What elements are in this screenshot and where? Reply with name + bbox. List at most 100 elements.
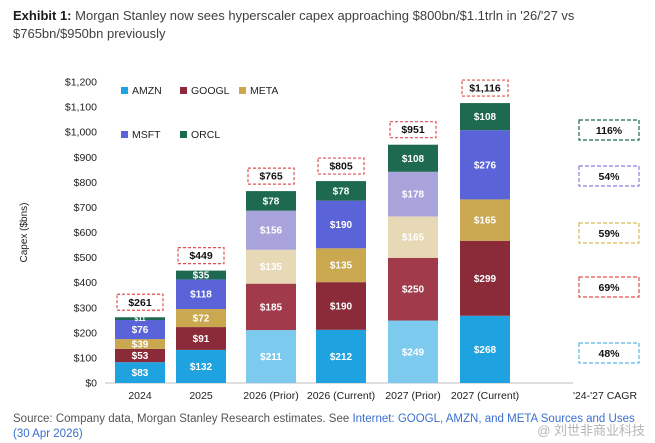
bar-segment-msft <box>460 130 510 200</box>
legend-label-amzn: AMZN <box>132 85 162 97</box>
y-tick-label: $800 <box>74 177 98 189</box>
x-tick-label-cagr: '24-'27 CAGR <box>573 390 638 402</box>
bar-segment-msft <box>316 200 366 249</box>
y-tick-label: $700 <box>74 202 98 214</box>
total-label: $765 <box>259 171 283 183</box>
total-box <box>116 293 164 311</box>
data-label-amzn: $268 <box>474 345 497 356</box>
y-tick-label: $1,000 <box>65 127 97 139</box>
data-label-orcl: $35 <box>193 271 210 282</box>
data-label-orcl: $108 <box>474 112 497 123</box>
bar-segment-msft <box>388 171 438 217</box>
legend-swatch-meta <box>239 87 246 94</box>
cagr-value-meta: 59% <box>598 228 620 240</box>
total-label: $805 <box>329 161 353 173</box>
data-label-orcl: $11 <box>134 316 145 323</box>
data-label-googl: $91 <box>193 334 210 345</box>
data-label-amzn: $249 <box>402 347 425 358</box>
legend-label-meta: META <box>250 85 278 97</box>
bar-segment-orcl <box>246 191 296 211</box>
bar-segment-meta <box>460 199 510 241</box>
legend-swatch-orcl <box>180 131 187 138</box>
legend-label-msft: MSFT <box>132 129 161 141</box>
x-tick-label: 2026 (Prior) <box>243 390 298 402</box>
y-tick-label: $400 <box>74 277 98 289</box>
y-tick-label: $900 <box>74 152 98 164</box>
bar-segment-googl <box>388 257 438 321</box>
data-label-meta: $39 <box>132 339 149 350</box>
source-note: Source: Company data, Morgan Stanley Res… <box>13 412 647 442</box>
cagr-value-amzn: 48% <box>598 348 620 360</box>
data-label-amzn: $132 <box>190 362 213 373</box>
y-tick-label: $600 <box>74 227 98 239</box>
data-label-msft: $276 <box>474 160 497 171</box>
total-box <box>177 247 225 265</box>
x-tick-label: 2024 <box>128 390 152 402</box>
data-label-msft: $190 <box>330 220 353 231</box>
bar-segment-amzn <box>115 362 165 383</box>
x-tick-label: 2025 <box>189 390 213 402</box>
source-text: Source: Company data, Morgan Stanley Res… <box>13 413 350 425</box>
chart-title: Exhibit 1: Morgan Stanley now sees hyper… <box>13 7 643 43</box>
bar-segment-amzn <box>176 349 226 383</box>
data-label-meta: $165 <box>474 216 497 227</box>
bar-segment-msft <box>246 210 296 250</box>
bar-segment-msft <box>115 320 165 340</box>
data-label-msft: $118 <box>190 290 212 301</box>
bar-segment-amzn <box>460 315 510 383</box>
bar-segment-meta <box>176 309 226 328</box>
data-label-googl: $299 <box>474 274 497 285</box>
total-label: $261 <box>128 297 152 309</box>
x-tick-label: 2026 (Current) <box>307 390 375 402</box>
x-tick-label: 2027 (Current) <box>451 390 519 402</box>
data-label-msft: $76 <box>132 325 149 336</box>
bar-segment-meta <box>115 339 165 349</box>
cagr-value-googl: 69% <box>598 282 620 294</box>
bar-segment-googl <box>316 282 366 330</box>
y-tick-label: $0 <box>85 378 97 390</box>
bar-segment-orcl <box>176 270 226 280</box>
y-tick-label: $200 <box>74 327 98 339</box>
cagr-value-msft: 54% <box>598 171 620 183</box>
legend-swatch-amzn <box>121 87 128 94</box>
bar-segment-amzn <box>388 320 438 383</box>
y-tick-label: $300 <box>74 302 98 314</box>
y-tick-label: $100 <box>74 352 98 364</box>
cagr-box-orcl <box>578 119 640 141</box>
total-box <box>317 157 365 175</box>
cagr-box-amzn <box>578 342 640 364</box>
cagr-value-orcl: 116% <box>596 125 623 137</box>
legend-label-googl: GOOGL <box>191 85 230 97</box>
data-label-meta: $72 <box>193 314 210 325</box>
total-box <box>461 79 509 97</box>
data-label-meta: $135 <box>330 261 353 272</box>
cagr-box-googl <box>578 276 640 298</box>
legend-swatch-googl <box>180 87 187 94</box>
exhibit-title: Morgan Stanley now sees hyperscaler cape… <box>13 8 575 41</box>
data-label-msft: $178 <box>402 190 425 201</box>
bar-segment-googl <box>115 348 165 363</box>
y-tick-label: $500 <box>74 252 98 264</box>
data-label-orcl: $78 <box>263 196 280 207</box>
bar-segment-orcl <box>460 103 510 131</box>
data-label-googl: $185 <box>260 302 283 313</box>
x-tick-label: 2027 (Prior) <box>385 390 440 402</box>
bar-segment-googl <box>176 327 226 350</box>
data-label-orcl: $108 <box>402 154 425 165</box>
source-link[interactable]: Internet: GOOGL, AMZN, and META Sources … <box>352 413 635 425</box>
y-tick-label: $1,100 <box>65 102 97 114</box>
bar-segment-orcl <box>115 317 165 321</box>
y-axis-title: Capex ($bns) <box>19 202 30 262</box>
bar-segment-msft <box>176 279 226 310</box>
data-label-meta: $135 <box>260 262 283 273</box>
total-label: $449 <box>189 250 213 262</box>
exhibit-label: Exhibit 1: <box>13 8 72 23</box>
y-tick-label: $1,200 <box>65 77 97 89</box>
bar-segment-googl <box>460 240 510 316</box>
bar-segment-amzn <box>316 329 366 383</box>
total-box <box>247 167 295 185</box>
data-label-amzn: $83 <box>132 368 149 379</box>
cagr-box-msft <box>578 165 640 187</box>
total-label: $951 <box>401 124 425 136</box>
data-label-orcl: $78 <box>333 186 350 197</box>
